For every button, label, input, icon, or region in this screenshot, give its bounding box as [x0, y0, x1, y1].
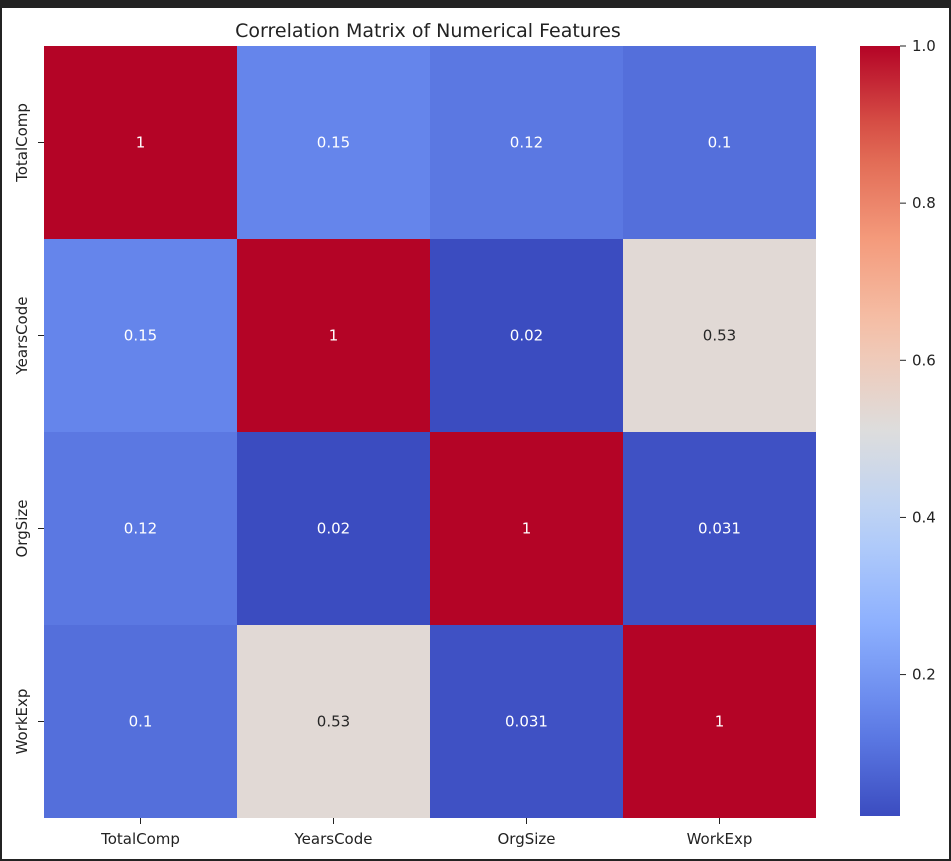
x-tick-label-3: WorkExp	[687, 830, 753, 848]
cell-label-0-2: 0.12	[510, 134, 543, 152]
heatmap-cell-2-2	[430, 432, 623, 625]
cell-label-2-2: 1	[522, 520, 532, 538]
heatmap-cell-3-3	[623, 625, 816, 818]
heatmap-cell-1-3	[623, 239, 816, 432]
heatmap-cell-2-0	[44, 432, 237, 625]
chart-title: Correlation Matrix of Numerical Features	[235, 20, 621, 42]
cell-label-1-2: 0.02	[510, 327, 543, 345]
heatmap-cell-labels: 1 0.15 0.12 0.1 0.15 1 0.02 0.53 0.12 0.02 1 0.031 0…	[124, 134, 741, 731]
heatmap-cells	[44, 46, 816, 818]
heatmap-cell-1-1	[237, 239, 430, 432]
cell-label-3-1: 0.53	[317, 713, 350, 731]
y-tick-label-0: TotalComp	[13, 103, 31, 183]
heatmap-cell-2-3	[623, 432, 816, 625]
heatmap-cell-0-0	[44, 46, 237, 239]
colorbar-gradient	[860, 46, 900, 816]
cell-label-1-0: 0.15	[124, 327, 157, 345]
heatmap-cell-0-1	[237, 46, 430, 239]
heatmap-cell-2-1	[237, 432, 430, 625]
heatmap-cell-1-2	[430, 239, 623, 432]
x-tick-label-1: YearsCode	[294, 830, 373, 848]
colorbar-tick-label-2: 0.6	[912, 351, 936, 369]
cell-label-3-0: 0.1	[129, 713, 153, 731]
colorbar-tick-label-0: 0.2	[912, 666, 936, 684]
y-tick-label-1: YearsCode	[13, 297, 31, 376]
y-tick-label-2: OrgSize	[13, 499, 31, 557]
x-tick-label-0: TotalComp	[100, 830, 180, 848]
heatmap-cell-3-1	[237, 625, 430, 818]
colorbar: 0.2 0.4 0.6 0.8 1.0	[860, 37, 936, 816]
cell-label-2-1: 0.02	[317, 520, 350, 538]
y-axis: TotalComp YearsCode OrgSize WorkExp	[13, 103, 44, 754]
heatmap-cell-0-3	[623, 46, 816, 239]
colorbar-tick-label-4: 1.0	[912, 37, 936, 55]
heatmap-cell-3-2	[430, 625, 623, 818]
cell-label-2-3: 0.031	[698, 520, 741, 538]
x-axis: TotalComp YearsCode OrgSize WorkExp	[100, 818, 752, 848]
cell-label-3-2: 0.031	[505, 713, 548, 731]
y-tick-label-3: WorkExp	[13, 689, 31, 755]
x-tick-label-2: OrgSize	[497, 830, 555, 848]
cell-label-2-0: 0.12	[124, 520, 157, 538]
heatmap-cell-3-0	[44, 625, 237, 818]
heatmap-cell-0-2	[430, 46, 623, 239]
cell-label-0-0: 1	[136, 134, 146, 152]
colorbar-tick-label-3: 0.8	[912, 194, 936, 212]
cell-label-0-3: 0.1	[708, 134, 732, 152]
cell-label-3-3: 1	[715, 713, 725, 731]
cell-label-1-3: 0.53	[703, 327, 736, 345]
heatmap-cell-1-0	[44, 239, 237, 432]
cell-label-1-1: 1	[329, 327, 339, 345]
cell-label-0-1: 0.15	[317, 134, 350, 152]
colorbar-tick-label-1: 0.4	[912, 508, 936, 526]
